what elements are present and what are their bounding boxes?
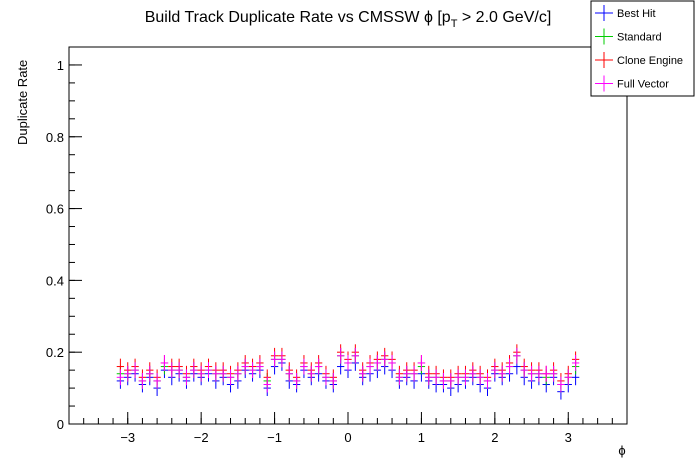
data-point	[285, 365, 293, 382]
x-tick-label: 1	[418, 430, 425, 445]
data-point	[498, 365, 506, 382]
data-point	[425, 369, 433, 386]
x-tick-label: −2	[194, 430, 209, 445]
data-point	[175, 362, 183, 379]
data-point	[344, 355, 352, 371]
data-point	[395, 369, 404, 386]
data-point	[491, 362, 499, 379]
data-point	[373, 355, 382, 371]
data-point	[447, 373, 455, 389]
data-point	[520, 362, 528, 379]
data-point	[190, 362, 198, 379]
legend-entry: Best Hit	[595, 5, 656, 21]
data-point	[160, 355, 169, 371]
data-point	[248, 362, 257, 379]
data-point	[535, 365, 543, 382]
data-point	[549, 365, 558, 382]
x-tick-label: 2	[491, 430, 498, 445]
data-point	[219, 365, 227, 382]
data-point	[417, 355, 426, 371]
data-point	[226, 369, 235, 386]
legend-label: Clone Engine	[617, 55, 683, 67]
chart-title: Build Track Duplicate Rate vs CMSSW ϕ [p…	[145, 9, 552, 30]
data-point	[461, 369, 470, 386]
series-full-vector	[116, 347, 580, 393]
data-point	[359, 365, 367, 382]
data-point	[469, 365, 477, 382]
data-point	[197, 365, 205, 382]
y-axis-title: Duplicate Rate	[15, 60, 30, 145]
data-point	[263, 376, 271, 393]
data-point	[454, 369, 462, 386]
data-point	[542, 365, 550, 382]
legend-entry: Standard	[595, 28, 662, 45]
data-point	[278, 351, 286, 368]
legend-entry: Clone Engine	[595, 52, 683, 68]
x-tick-label: 0	[344, 430, 351, 445]
data-points	[116, 344, 580, 400]
data-point	[557, 376, 565, 393]
data-point	[366, 358, 374, 375]
data-point	[153, 373, 161, 389]
data-point	[124, 365, 132, 382]
data-point	[322, 369, 330, 386]
data-point	[116, 369, 125, 386]
data-point	[241, 358, 249, 375]
x-axis-title: ϕ	[618, 443, 625, 458]
data-point	[432, 369, 440, 386]
data-point	[204, 362, 213, 379]
data-point	[571, 355, 580, 371]
legend-entry: Full Vector	[595, 75, 669, 92]
data-point	[300, 358, 308, 375]
y-tick-label: 1	[57, 58, 64, 73]
data-point	[336, 347, 345, 364]
legend: Best Hit Standard Clone Engine Full Vector	[590, 0, 695, 97]
legend-label: Standard	[617, 32, 662, 44]
data-point	[564, 369, 572, 386]
data-point	[513, 347, 521, 364]
data-point	[314, 358, 323, 375]
data-point	[439, 373, 448, 389]
data-point	[329, 373, 337, 389]
data-point	[131, 362, 139, 379]
y-tick-label: 0.2	[46, 345, 64, 360]
data-point	[388, 355, 396, 371]
data-point	[381, 351, 389, 368]
legend-label: Best Hit	[617, 8, 656, 20]
data-point	[212, 365, 220, 382]
data-point	[403, 365, 411, 382]
data-point	[505, 358, 514, 375]
y-tick-label: 0.8	[46, 130, 64, 145]
legend-label: Full Vector	[617, 79, 669, 91]
data-point	[527, 365, 536, 382]
data-point	[476, 369, 484, 386]
data-point	[146, 365, 154, 382]
y-tick-label: 0.6	[46, 202, 64, 217]
x-tick-label: −3	[120, 430, 135, 445]
data-point	[168, 362, 176, 379]
data-point	[292, 373, 301, 389]
y-tick-label: 0	[57, 417, 64, 432]
data-point	[307, 365, 315, 382]
data-point	[270, 351, 279, 368]
data-point	[410, 365, 418, 382]
data-point	[234, 365, 242, 382]
data-point	[351, 347, 360, 364]
data-point	[138, 373, 147, 389]
axis-ticks: −3 −2 −1 0 1 2 3 0 0.2 0.4 0.6 0.8 1	[46, 46, 628, 445]
data-point	[182, 369, 191, 386]
data-point	[256, 358, 264, 375]
data-point	[483, 373, 492, 389]
x-tick-label: 3	[565, 430, 572, 445]
x-tick-label: −1	[267, 430, 282, 445]
y-tick-label: 0.4	[46, 273, 64, 288]
